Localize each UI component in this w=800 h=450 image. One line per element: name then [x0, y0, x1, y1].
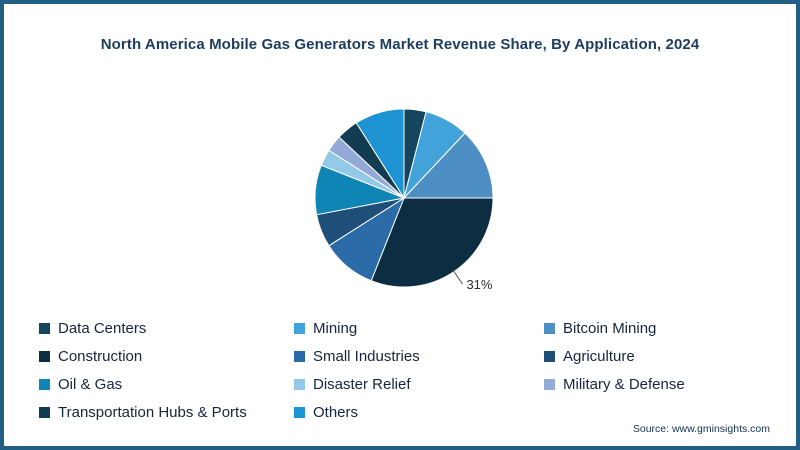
legend-swatch-agriculture [544, 350, 555, 362]
legend-swatch-small-industries [294, 350, 305, 362]
legend-item-construction: Construction [39, 346, 294, 366]
legend-item-others: Others [294, 402, 544, 422]
pie-slice-bitcoin-mining [402, 132, 494, 199]
legend-item-data-centers: Data Centers [39, 318, 294, 338]
legend-label: Construction [58, 347, 143, 365]
legend-item-disaster-relief: Disaster Relief [294, 374, 544, 394]
legend-item-small-industries: Small Industries [294, 346, 544, 366]
legend-label: Bitcoin Mining [563, 319, 657, 337]
legend-label: Oil & Gas [58, 375, 123, 393]
legend-label: Transportation Hubs & Ports [58, 403, 247, 421]
legend-item-bitcoin-mining: Bitcoin Mining [544, 318, 786, 338]
legend-label: Disaster Relief [313, 375, 411, 393]
legend-label: Data Centers [58, 319, 147, 337]
pie-chart: 31% [314, 108, 494, 292]
legend-item-mining: Mining [294, 318, 544, 338]
pie-data-label: 31% [466, 277, 492, 292]
legend-swatch-bitcoin-mining [544, 322, 555, 334]
legend-swatch-transportation-hubs-ports [39, 406, 50, 418]
legend-swatch-oil-gas [39, 378, 50, 390]
legend-swatch-others [294, 406, 305, 418]
data-label-leader-line [452, 269, 463, 285]
legend: Data Centers Mining Bitcoin Mining Const… [39, 318, 786, 422]
legend-swatch-military-defense [544, 378, 555, 390]
legend-item-transportation-hubs-ports: Transportation Hubs & Ports [39, 402, 294, 422]
legend-swatch-disaster-relief [294, 378, 305, 390]
legend-label: Mining [313, 319, 358, 337]
source-attribution: Source: www.gminsights.com [632, 423, 770, 435]
legend-item-military-defense: Military & Defense [544, 374, 786, 394]
legend-item-oil-gas: Oil & Gas [39, 374, 294, 394]
chart-title: North America Mobile Gas Generators Mark… [100, 36, 700, 53]
legend-label: Agriculture [563, 347, 635, 365]
legend-label: Small Industries [313, 347, 420, 365]
legend-label: Others [313, 403, 359, 421]
legend-swatch-construction [39, 350, 50, 362]
pie-slice-others [355, 108, 405, 200]
legend-swatch-mining [294, 322, 305, 334]
legend-item-agriculture: Agriculture [544, 346, 786, 366]
legend-label: Military & Defense [563, 375, 685, 393]
legend-swatch-data-centers [39, 322, 50, 334]
